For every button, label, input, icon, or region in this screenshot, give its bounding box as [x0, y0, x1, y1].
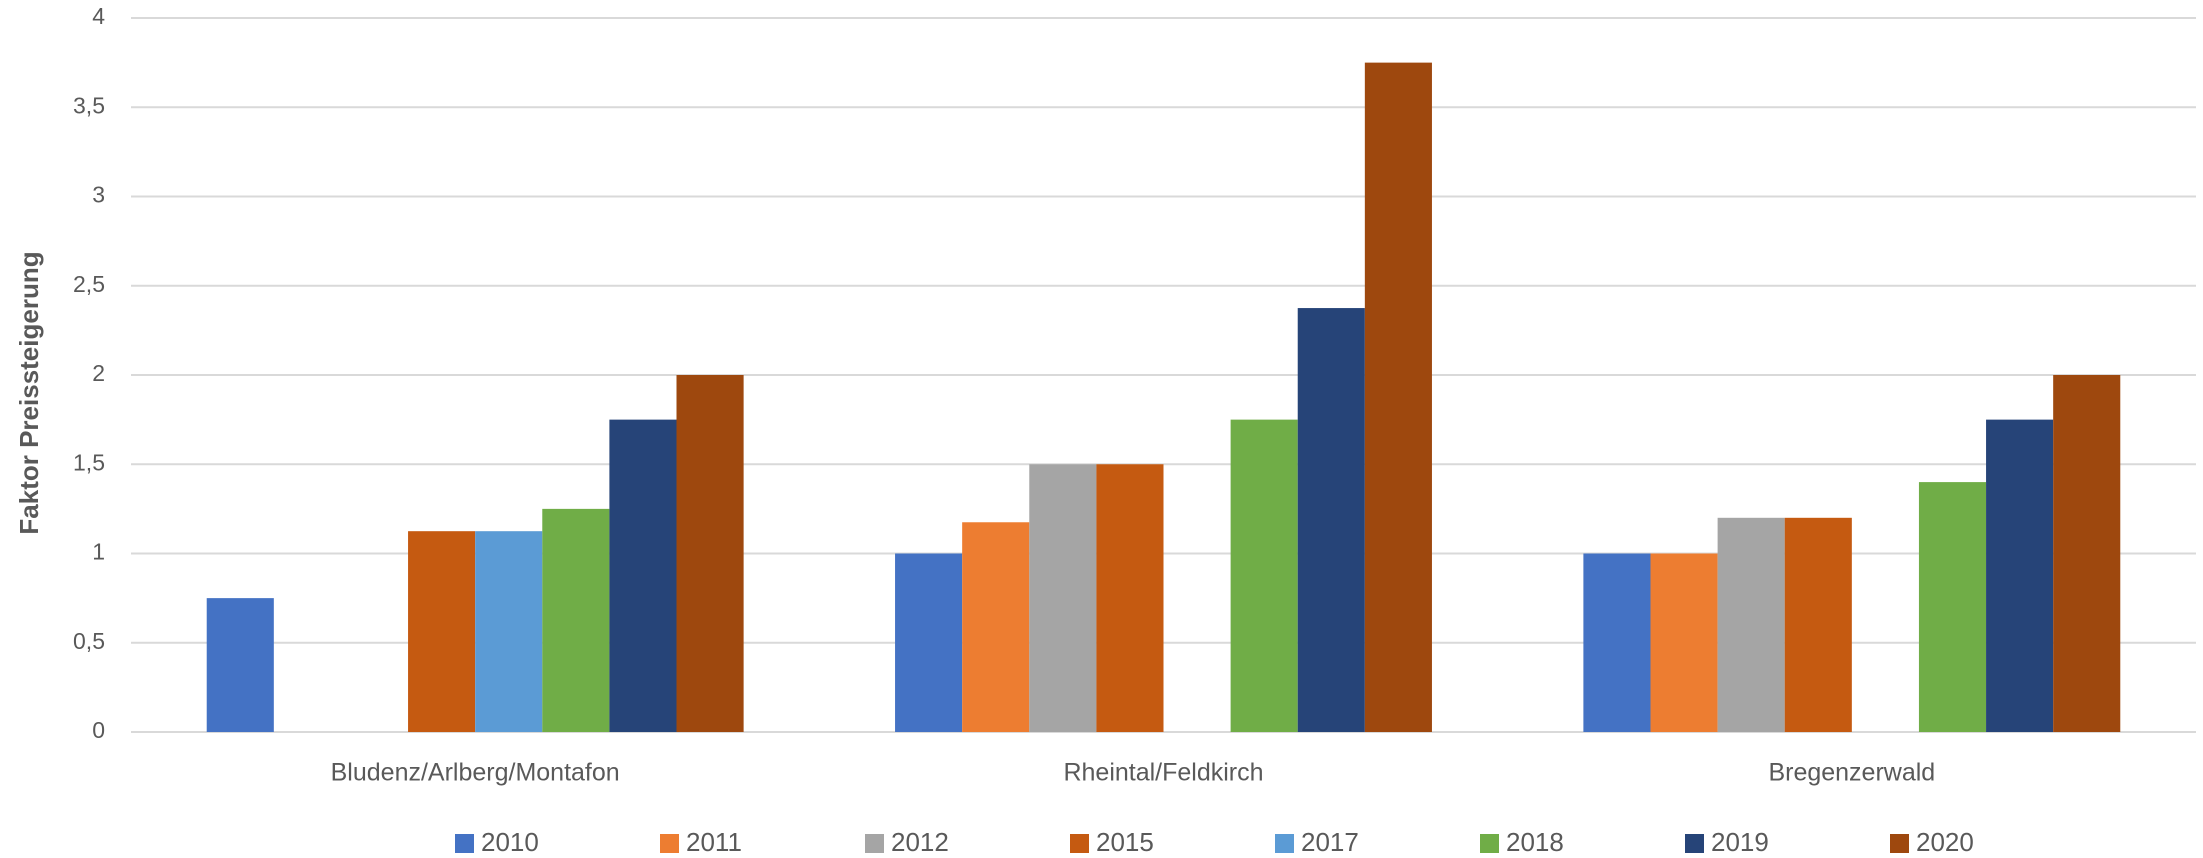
bar — [676, 375, 744, 732]
bar — [962, 522, 1030, 732]
x-tick-label: Bludenz/Arlberg/Montafon — [331, 759, 620, 787]
y-tick-label: 0 — [92, 717, 105, 743]
bar — [1029, 464, 1097, 732]
bar — [1918, 482, 1987, 732]
bar — [206, 598, 274, 732]
legend-swatch — [865, 834, 884, 853]
y-tick-label: 1,5 — [73, 449, 105, 475]
legend-label: 2018 — [1506, 827, 1564, 857]
x-tick-label: Rheintal/Feldkirch — [1063, 759, 1263, 787]
y-tick-label: 1 — [92, 539, 105, 565]
bar — [475, 531, 543, 732]
legend-label: 2010 — [481, 827, 539, 857]
legend-label: 2019 — [1711, 827, 1769, 857]
bar — [1986, 419, 2054, 732]
legend-swatch — [660, 834, 679, 853]
legend-swatch — [1070, 834, 1089, 853]
legend-swatch — [1275, 834, 1294, 853]
y-tick-label: 3 — [92, 182, 105, 208]
legend-label: 2017 — [1301, 827, 1359, 857]
legend-swatch — [1685, 834, 1704, 853]
bar — [1096, 464, 1164, 732]
y-tick-label: 4 — [92, 3, 105, 29]
y-tick-label: 2,5 — [73, 271, 105, 297]
x-tick-label: Bregenzerwald — [1768, 759, 1935, 787]
bar — [895, 553, 963, 732]
y-axis-title: Faktor Preissteigerung — [14, 251, 44, 534]
legend-label: 2020 — [1916, 827, 1974, 857]
legend-label: 2011 — [686, 827, 742, 857]
bar — [1583, 553, 1651, 732]
legend-label: 2012 — [891, 827, 949, 857]
bar — [1230, 419, 1298, 732]
y-tick-label: 0,5 — [73, 628, 105, 654]
bar — [1364, 62, 1432, 732]
bar — [609, 419, 677, 732]
bar — [1717, 517, 1785, 732]
legend-swatch — [1480, 834, 1499, 853]
bar — [1784, 517, 1852, 732]
bar — [1650, 553, 1718, 732]
bar — [542, 508, 610, 732]
legend-swatch — [1890, 834, 1909, 853]
y-tick-label: 2 — [92, 360, 105, 386]
y-tick-label: 3,5 — [73, 92, 105, 118]
bar — [1297, 308, 1365, 732]
legend-swatch — [455, 834, 474, 853]
bar — [408, 531, 476, 732]
bar — [2053, 375, 2121, 732]
legend-label: 2015 — [1096, 827, 1154, 857]
